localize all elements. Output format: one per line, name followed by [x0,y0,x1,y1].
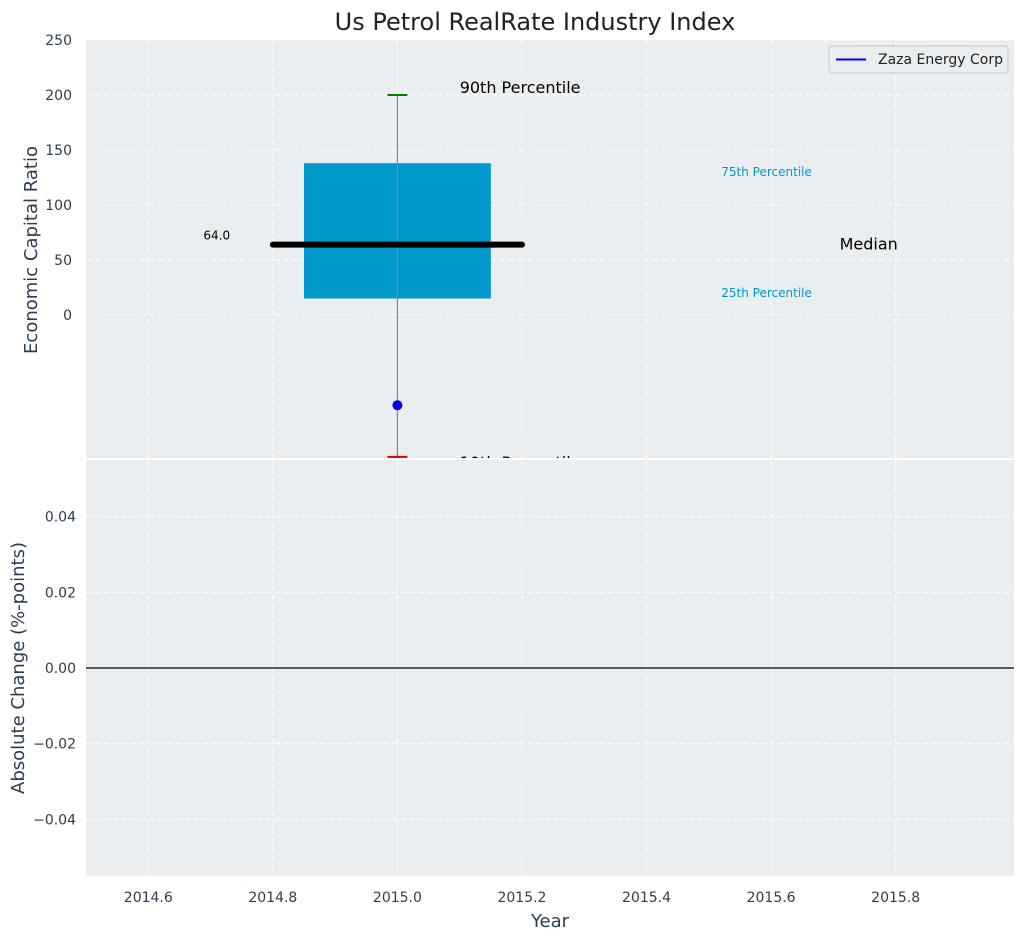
legend-entry: Zaza Energy Corp [878,52,1003,68]
x-axis-label: Year [530,911,570,932]
x-tick-label: 2014.6 [124,890,173,906]
x-tick-label: 2015.8 [871,890,920,906]
top-panel: 0 50 100 150 200 250 64.0 90th Percentile 75th … [21,8,1014,472]
top-y-tick-label: 50 [54,253,72,269]
bottom-ticks: 0.04 0.02 0.00 −0.02 −0.04 2014.6 2014.8 2015.0… [33,510,920,906]
top-y-ticks: 0 50 100 150 200 250 [45,33,72,324]
x-tick-label: 2015.4 [622,890,671,906]
p90-annotation: 90th Percentile [460,78,581,97]
bottom-y-tick-label: 0.02 [45,585,76,601]
company-point [392,400,403,411]
top-marks: 64.0 90th Percentile 75th Percentile Median… [203,78,898,472]
bottom-y-tick-label: 0.04 [45,510,76,526]
legend-box [828,45,1009,74]
bottom-panel: 0.04 0.02 0.00 −0.02 −0.04 2014.6 2014.8 2015.0… [8,460,1014,932]
top-y-tick-label: 100 [45,198,72,214]
bottom-y-axis-label: Absolute Change (%-points) [8,542,29,794]
bottom-y-tick-label: −0.04 [33,812,76,828]
top-y-tick-label: 0 [63,308,72,324]
top-y-axis-label: Economic Capital Ratio [21,146,42,354]
median-value-label: 64.0 [203,229,230,243]
x-tick-label: 2014.8 [248,890,297,906]
bottom-y-tick-label: 0.00 [45,661,76,677]
x-tick-label: 2015.0 [373,890,422,906]
x-tick-label: 2015.6 [747,890,796,906]
p25-annotation: 25th Percentile [721,286,812,300]
bottom-y-tick-label: −0.02 [33,737,76,753]
p10-annotation: 10th Percentile [460,453,581,472]
median-annotation: Median [840,235,898,254]
p75-annotation: 75th Percentile [721,165,812,179]
x-tick-label: 2015.2 [497,890,546,906]
chart-title: Us Petrol RealRate Industry Index [335,8,736,36]
legend: Zaza Energy Corp [828,45,1009,74]
top-plot-area [86,40,1014,458]
top-y-tick-label: 200 [45,88,72,104]
top-y-tick-label: 250 [45,33,72,49]
top-y-tick-label: 150 [45,143,72,159]
top-gridlines [86,39,1014,458]
